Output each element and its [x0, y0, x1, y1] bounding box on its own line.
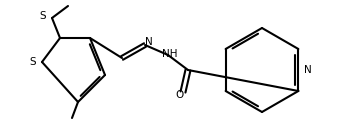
Text: S: S	[40, 11, 46, 21]
Text: S: S	[30, 57, 36, 67]
Text: O: O	[175, 90, 183, 100]
Text: NH: NH	[162, 49, 178, 59]
Text: N: N	[145, 37, 153, 47]
Text: N: N	[304, 65, 312, 75]
